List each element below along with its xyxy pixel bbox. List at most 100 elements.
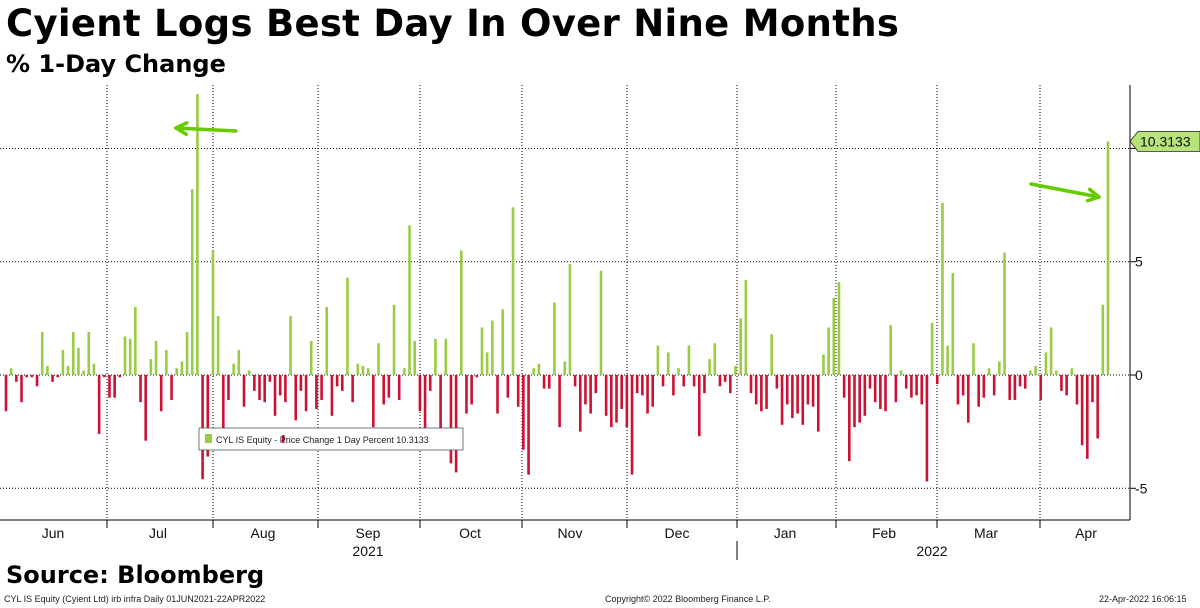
y-tick-label: 5 bbox=[1135, 254, 1143, 270]
bar bbox=[951, 273, 955, 375]
bar bbox=[770, 334, 774, 375]
bar bbox=[9, 368, 13, 375]
bar bbox=[1039, 375, 1043, 400]
bar bbox=[56, 375, 60, 378]
annotation-arrow-april-head bbox=[1085, 187, 1101, 203]
bar bbox=[599, 270, 603, 375]
bar bbox=[853, 375, 856, 428]
bar bbox=[253, 375, 256, 391]
bar bbox=[620, 375, 623, 409]
bar bbox=[128, 338, 132, 375]
bar bbox=[837, 282, 841, 375]
bar bbox=[1029, 370, 1032, 375]
annotation-arrow-july bbox=[174, 126, 238, 133]
bar bbox=[972, 343, 975, 375]
x-tick-label: Feb bbox=[872, 525, 896, 541]
bar bbox=[273, 375, 277, 416]
bar bbox=[501, 309, 504, 375]
bar bbox=[304, 375, 308, 412]
bar bbox=[454, 375, 458, 473]
bar bbox=[754, 375, 758, 405]
bar bbox=[661, 375, 665, 387]
bar bbox=[672, 375, 675, 396]
bar bbox=[190, 189, 194, 375]
bar bbox=[77, 347, 80, 375]
bar bbox=[848, 375, 851, 462]
bar bbox=[982, 375, 986, 398]
x-tick-label: Mar bbox=[974, 525, 998, 541]
bar bbox=[82, 370, 85, 375]
bar bbox=[816, 375, 820, 432]
bar bbox=[459, 250, 463, 375]
legend-swatch-negative bbox=[282, 435, 285, 443]
bar bbox=[806, 375, 810, 405]
bar bbox=[532, 368, 536, 375]
bar bbox=[915, 375, 918, 396]
bar bbox=[522, 375, 525, 450]
bar bbox=[873, 375, 877, 403]
bar bbox=[930, 322, 934, 375]
bar bbox=[97, 375, 101, 434]
bar bbox=[335, 375, 339, 387]
bar bbox=[87, 331, 91, 375]
bar bbox=[760, 375, 763, 412]
bar bbox=[604, 375, 608, 416]
bar bbox=[475, 375, 479, 378]
x-tick-label: Aug bbox=[251, 525, 276, 541]
bar bbox=[910, 375, 913, 398]
bar bbox=[946, 345, 949, 375]
bar bbox=[511, 207, 515, 375]
bar bbox=[46, 365, 49, 375]
chart-subtitle: % 1-Day Change bbox=[6, 50, 226, 78]
bar bbox=[278, 375, 282, 396]
bar bbox=[537, 363, 541, 375]
bar bbox=[1054, 370, 1058, 375]
bar bbox=[211, 250, 215, 375]
bar bbox=[785, 375, 789, 405]
bar bbox=[1034, 365, 1037, 375]
bar bbox=[485, 352, 489, 375]
bar bbox=[610, 375, 613, 428]
bar bbox=[418, 375, 422, 412]
bar bbox=[811, 375, 815, 407]
bar bbox=[822, 354, 825, 375]
bar bbox=[739, 318, 742, 375]
bar bbox=[1008, 375, 1011, 400]
bar bbox=[542, 375, 546, 389]
x-tick-label: Nov bbox=[558, 525, 583, 541]
bar bbox=[382, 375, 385, 405]
bar bbox=[998, 361, 1001, 375]
bar bbox=[956, 375, 960, 405]
bar bbox=[1106, 141, 1110, 375]
bar bbox=[527, 375, 530, 475]
bar bbox=[775, 375, 779, 389]
bar bbox=[71, 331, 75, 375]
bar bbox=[284, 375, 287, 403]
bar bbox=[351, 375, 354, 403]
bar bbox=[377, 343, 380, 375]
bar bbox=[216, 316, 220, 375]
bar bbox=[434, 338, 437, 375]
bar-chart: Jun Jul Aug Sep Oct Nov Dec Jan Feb Mar Apr 2021 202… bbox=[0, 85, 1200, 560]
footer-timestamp: 22-Apr-2022 16:06:15 bbox=[1099, 594, 1187, 604]
bar bbox=[1065, 375, 1068, 396]
bar bbox=[206, 375, 210, 457]
bar bbox=[791, 375, 794, 419]
bar bbox=[734, 365, 737, 375]
bar bbox=[294, 375, 298, 421]
bar bbox=[180, 361, 184, 375]
bar bbox=[584, 375, 587, 405]
bar bbox=[796, 375, 799, 414]
x-tick-label: Jun bbox=[42, 525, 65, 541]
bar bbox=[470, 375, 473, 405]
last-value-label: 10.3133 bbox=[1140, 133, 1191, 149]
bar bbox=[889, 325, 892, 375]
source-note: Source: Bloomberg bbox=[6, 561, 265, 589]
legend-box bbox=[198, 427, 464, 451]
bar bbox=[149, 359, 153, 375]
bar bbox=[687, 345, 691, 375]
bar bbox=[232, 363, 235, 375]
bar bbox=[780, 375, 784, 425]
bar bbox=[1044, 352, 1048, 375]
bar bbox=[4, 375, 8, 412]
